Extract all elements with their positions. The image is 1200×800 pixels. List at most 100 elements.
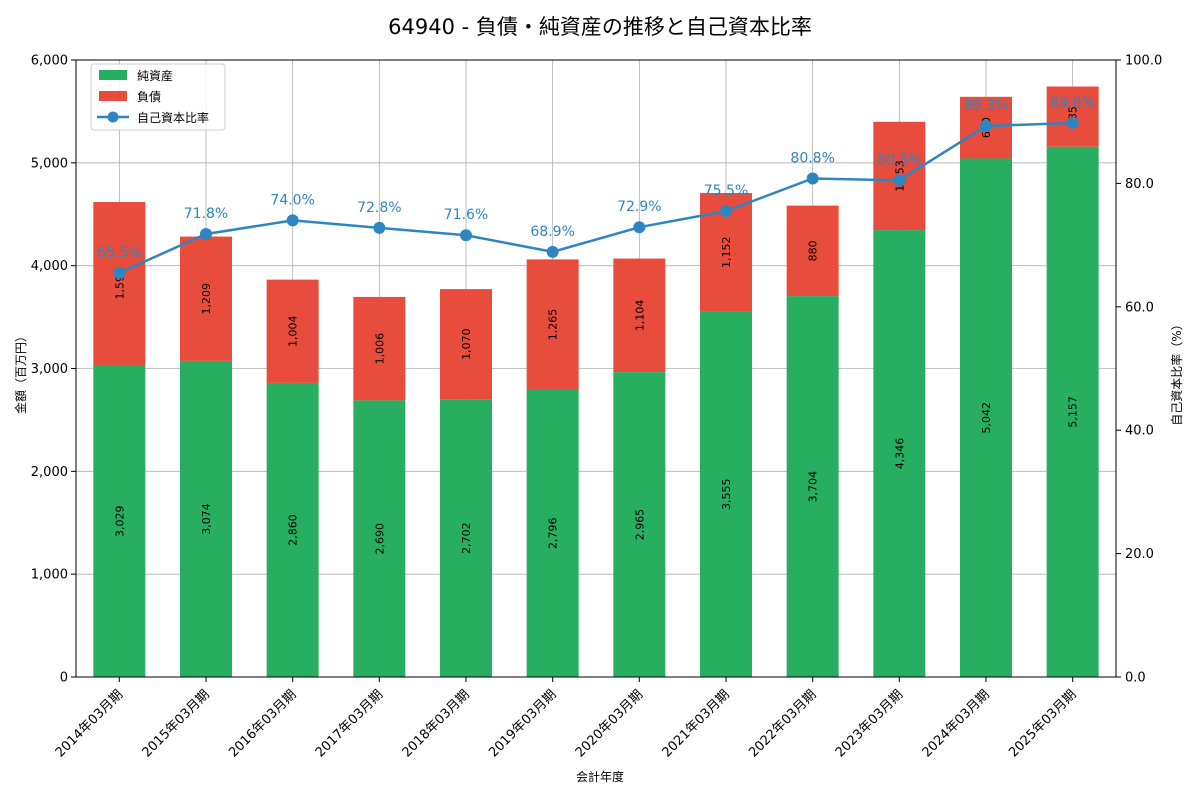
ratio-point (200, 227, 212, 240)
ratio-data-label: 72.9% (617, 199, 661, 215)
ratio-point (893, 174, 906, 187)
debt-bar (526, 259, 579, 390)
ratio-point (546, 245, 559, 258)
bars (93, 86, 1099, 678)
legend-swatch-debt (99, 91, 127, 101)
debt-bar (613, 258, 666, 373)
ratio-data-label: 74.0% (270, 192, 314, 208)
debt-bar (786, 205, 839, 297)
chart-title: 64940 - 負債・純資産の推移と自己資本比率 (388, 15, 812, 39)
equity-bar (440, 399, 492, 677)
ratio-data-label: 75.5% (704, 183, 748, 199)
equity-bar (353, 400, 406, 677)
equity-bar-label: 2,702 (460, 522, 473, 554)
y2-axis-title: 自己資本比率（%） (1169, 318, 1184, 425)
equity-bar (526, 389, 579, 677)
debt-bar (266, 279, 319, 383)
ratio-point (286, 214, 299, 227)
equity-bar-label: 5,042 (980, 402, 993, 434)
legend-label-equity: 純資産 (137, 68, 173, 83)
debt-bar (180, 236, 232, 361)
y-tick-label: 2,000 (31, 465, 68, 480)
ratio-point (633, 221, 646, 234)
ratio-point (1066, 116, 1079, 129)
equity-bar-label: 3,029 (113, 506, 126, 538)
legend-label-ratio: 自己資本比率 (137, 110, 209, 125)
equity-bar (700, 311, 752, 677)
debt-bar-label: 1,209 (200, 283, 213, 315)
equity-bar (93, 365, 146, 677)
ratio-data-label: 89.3% (964, 98, 1008, 114)
equity-bar-label: 2,965 (633, 509, 646, 541)
ratio-line: 65.5% 71.8% 74.0% 72.8% 71.6% 68.9% 72.9% 75.5%… (97, 95, 1095, 279)
y2-tick-label: 40.0 (1125, 424, 1154, 439)
equity-bar (613, 372, 666, 677)
y2-tick-label: 60.0 (1125, 300, 1154, 315)
debt-bar (93, 202, 146, 366)
x-tick-label: 2023年03月期 (833, 687, 906, 760)
x-tick-label: 2016年03月期 (226, 687, 299, 760)
bar-labels: 3,0291,5903,0741,2092,8601,0042,6901,006… (113, 106, 1079, 554)
debt-bar (1046, 86, 1099, 147)
y-tick-label: 0 (60, 671, 68, 686)
x-tick-label: 2020年03月期 (573, 687, 646, 760)
equity-bar-label: 5,157 (1067, 396, 1080, 428)
ratio-series-line (118, 121, 1073, 275)
legend-swatch-ratio-marker (107, 111, 119, 123)
ratio-data-label: 71.8% (184, 206, 228, 222)
ratio-point (720, 205, 732, 218)
x-tick-label: 2025年03月期 (1006, 687, 1079, 760)
y-tick-label: 5,000 (31, 156, 68, 171)
y-axis-title: 金額（百万円） (13, 330, 28, 414)
debt-bar-label: 1,265 (547, 309, 560, 341)
ratio-point (980, 120, 992, 133)
x-tick-label: 2015年03月期 (140, 687, 213, 760)
x-tick-label: 2018年03月期 (400, 687, 473, 760)
legend-box (90, 63, 226, 131)
legend-swatch-equity (99, 70, 127, 80)
ratio-data-label: 80.5% (877, 152, 921, 168)
equity-bar-label: 2,796 (547, 517, 560, 549)
plot-frame (75, 59, 1117, 678)
debt-bar-label: 1,104 (633, 300, 646, 332)
equity-bar-label: 2,860 (287, 514, 300, 546)
y2-tick-label: 100.0 (1125, 54, 1162, 69)
debt-bar-label: 880 (807, 240, 820, 261)
equity-bar (873, 230, 926, 677)
x-tick-label: 2019年03月期 (486, 687, 559, 760)
equity-bar (180, 360, 232, 677)
x-tick-label: 2022年03月期 (746, 687, 819, 760)
legend-label-debt: 負債 (137, 89, 161, 104)
ratio-point (806, 172, 819, 185)
ratio-data-label: 65.5% (97, 245, 141, 261)
equity-bar-label: 3,074 (200, 503, 213, 535)
ratio-point (113, 266, 126, 279)
equity-bar-label: 3,555 (720, 478, 733, 510)
equity-bar-label: 3,704 (807, 471, 820, 503)
x-tick-label: 2017年03月期 (313, 687, 386, 760)
equity-bar-label: 2,690 (373, 523, 386, 555)
y-tick-label: 1,000 (31, 568, 68, 583)
debt-bar (353, 296, 406, 401)
debt-bar-label: 1,152 (720, 236, 733, 268)
x-axis-title: 会計年度 (576, 769, 624, 784)
ratio-point (460, 229, 472, 242)
y2-tick-label: 20.0 (1125, 547, 1154, 562)
equity-bar (960, 158, 1012, 677)
debt-bar (440, 289, 492, 400)
ratio-data-label: 68.9% (530, 224, 574, 240)
y2-tick-label: 0.0 (1125, 671, 1146, 686)
equity-bar (266, 382, 319, 677)
x-tick-label: 2024年03月期 (920, 687, 993, 760)
equity-bar-label: 4,346 (893, 438, 906, 470)
debt-bar-label: 1,070 (460, 328, 473, 360)
y-tick-label: 4,000 (31, 259, 68, 274)
ratio-data-label: 80.8% (790, 150, 834, 166)
equity-bar (786, 296, 839, 677)
y-tick-label: 6,000 (31, 54, 68, 69)
debt-bar-label: 1,004 (287, 316, 300, 348)
ratio-data-label: 71.6% (444, 207, 488, 223)
equity-bar (1046, 146, 1099, 678)
